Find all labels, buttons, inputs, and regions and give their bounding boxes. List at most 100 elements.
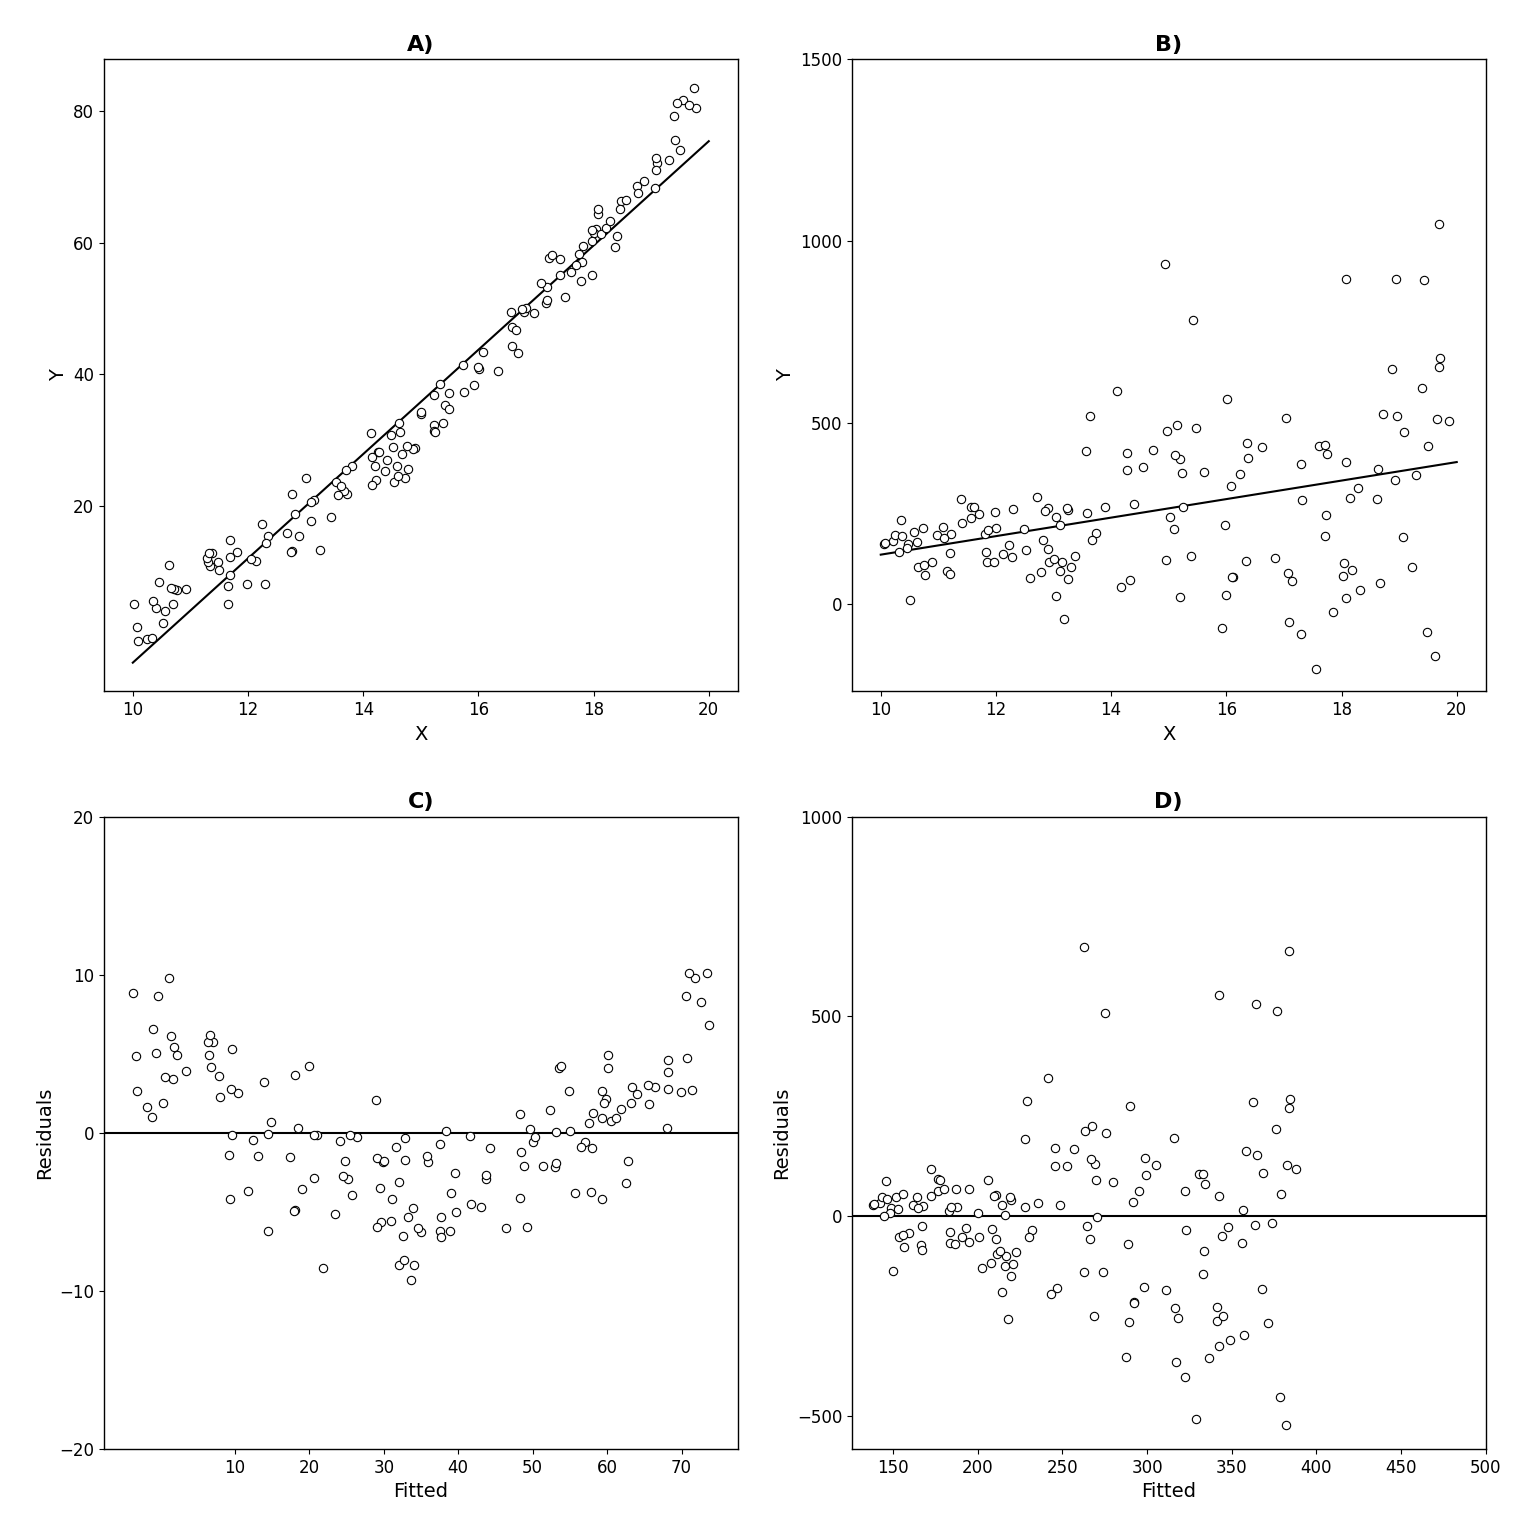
Point [911,1213,935,1238]
Point [366,439,390,464]
Point [1169,461,1193,485]
Point [1026,1190,1051,1215]
Point [604,1106,628,1130]
Point [682,75,707,100]
Point [1266,998,1290,1023]
Point [432,393,456,418]
Point [1115,458,1140,482]
Point [1313,502,1338,527]
Point [1263,545,1287,570]
Point [869,1184,894,1209]
Point [518,1117,542,1141]
Point [515,296,539,321]
Point [401,1253,425,1278]
Point [121,591,146,616]
Point [1058,554,1083,579]
Point [883,522,908,547]
Point [991,541,1015,565]
Point [444,1160,468,1184]
Point [1235,445,1260,470]
Point [1055,498,1080,522]
Point [975,1167,1000,1192]
Point [1164,413,1189,438]
Point [943,1232,968,1256]
Point [935,559,960,584]
Point [1213,513,1238,538]
Point [362,1087,387,1112]
Point [584,217,608,241]
Point [218,527,243,551]
Point [379,1186,404,1210]
Point [988,1240,1012,1264]
Point [324,470,349,495]
Point [912,564,937,588]
Point [596,1043,621,1068]
Point [1048,559,1072,584]
Point [590,1106,614,1130]
Point [1117,568,1141,593]
Point [152,1064,177,1089]
Point [992,1203,1017,1227]
Point [1035,1066,1060,1091]
Point [1367,570,1392,594]
Point [290,1177,315,1201]
Point [485,359,510,384]
Point [430,410,455,435]
Point [1123,1290,1147,1315]
Point [570,250,594,275]
Point [252,1069,276,1094]
Point [1001,1252,1026,1276]
Point [243,548,267,573]
Point [1075,1213,1100,1238]
Point [501,315,525,339]
Point [367,1175,392,1200]
Point [470,339,495,364]
Point [662,104,687,129]
Point [1043,584,1068,608]
Point [1366,456,1390,481]
Point [1164,1350,1189,1375]
Point [1014,538,1038,562]
Point [610,189,634,214]
Point [393,465,418,490]
Point [644,1074,668,1098]
Point [197,550,221,574]
Point [665,91,690,115]
Point [293,465,318,490]
Point [439,1181,464,1206]
Point [1192,1172,1217,1197]
Point [1275,1154,1299,1178]
Point [894,536,919,561]
Point [1284,1157,1309,1181]
Point [335,482,359,507]
Point [1204,1295,1229,1319]
Point [144,1040,169,1064]
Point [1048,513,1072,538]
Point [1382,468,1407,493]
Point [124,614,149,639]
Point [1154,548,1178,573]
Point [1120,1190,1144,1215]
Point [547,246,571,270]
Point [1078,1227,1103,1252]
Point [1005,1240,1029,1264]
Point [614,187,639,212]
Point [614,1170,639,1195]
Point [1235,430,1260,455]
Point [668,137,693,161]
Point [1428,346,1453,370]
Point [1215,387,1240,412]
Point [559,260,584,284]
Point [911,1193,935,1218]
Point [126,628,151,653]
Point [1017,565,1041,590]
Point [452,381,476,406]
Point [1190,1161,1215,1186]
Point [656,1048,680,1072]
Point [375,447,399,472]
Point [157,553,181,578]
Point [997,533,1021,558]
Point [1218,473,1243,498]
Point [541,243,565,267]
Point [393,1147,418,1172]
